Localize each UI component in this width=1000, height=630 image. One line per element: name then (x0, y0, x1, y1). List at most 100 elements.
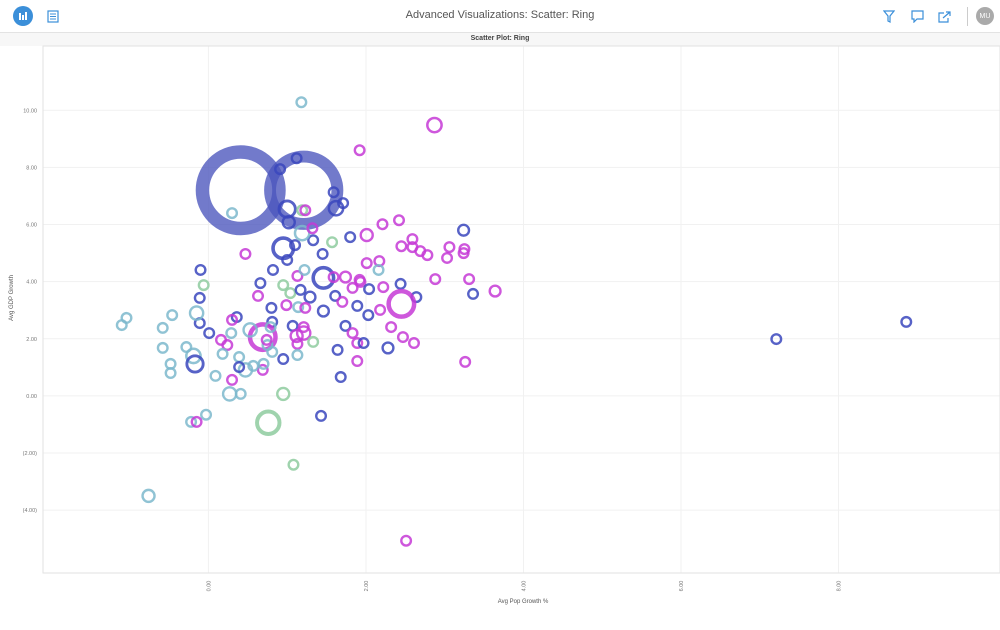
data-point[interactable] (394, 277, 407, 290)
data-point[interactable] (234, 387, 247, 400)
data-point[interactable] (336, 295, 349, 308)
data-point[interactable] (488, 284, 502, 298)
data-point[interactable] (344, 231, 357, 244)
data-point[interactable] (359, 227, 374, 243)
data-point[interactable] (306, 222, 319, 235)
data-point[interactable] (257, 357, 270, 370)
data-point[interactable] (277, 353, 290, 366)
data-point[interactable] (339, 319, 352, 332)
data-point[interactable] (326, 236, 339, 249)
data-point[interactable] (190, 415, 203, 428)
data-point[interactable] (287, 458, 300, 471)
data-point[interactable] (277, 279, 290, 292)
data-point[interactable] (298, 263, 311, 276)
data-point[interactable] (327, 186, 340, 199)
data-point[interactable] (193, 291, 206, 304)
data-point[interactable] (299, 301, 312, 314)
list-icon[interactable] (44, 7, 62, 25)
data-point[interactable] (290, 152, 303, 165)
data-point[interactable] (281, 215, 296, 230)
data-point[interactable] (406, 233, 419, 246)
data-point[interactable] (353, 144, 366, 157)
data-point[interactable] (197, 279, 210, 292)
data-point[interactable] (443, 241, 456, 254)
data-point[interactable] (200, 408, 213, 421)
data-point[interactable] (266, 263, 279, 276)
data-point[interactable] (233, 361, 246, 374)
data-point[interactable] (185, 347, 202, 365)
data-point[interactable] (770, 333, 783, 346)
data-point[interactable] (276, 386, 291, 402)
data-point[interactable] (396, 331, 409, 344)
data-point[interactable] (376, 218, 389, 231)
data-point[interactable] (457, 247, 470, 260)
data-point[interactable] (141, 488, 156, 504)
data-point[interactable] (357, 337, 370, 350)
data-point[interactable] (284, 287, 297, 300)
data-point[interactable] (156, 341, 169, 354)
data-point[interactable] (291, 349, 304, 362)
data-point[interactable] (292, 301, 305, 314)
data-point[interactable] (467, 287, 480, 300)
data-point[interactable] (221, 339, 234, 352)
data-point[interactable] (281, 253, 294, 266)
chart-icon[interactable] (13, 6, 33, 26)
data-point[interactable] (334, 371, 347, 384)
data-point[interactable] (295, 325, 312, 341)
data-point[interactable] (164, 367, 177, 380)
data-point[interactable] (226, 313, 239, 326)
data-point[interactable] (185, 354, 205, 374)
data-point[interactable] (225, 327, 238, 340)
data-point[interactable] (421, 249, 434, 262)
data-point[interactable] (377, 281, 390, 294)
data-point[interactable] (374, 303, 387, 316)
data-point[interactable] (120, 311, 133, 324)
data-point[interactable] (295, 96, 308, 109)
data-point[interactable] (226, 373, 239, 386)
data-point[interactable] (316, 247, 329, 260)
data-point[interactable] (226, 207, 239, 220)
data-point[interactable] (311, 265, 336, 290)
data-point[interactable] (294, 283, 307, 296)
data-point[interactable] (429, 273, 442, 286)
data-point[interactable] (307, 234, 320, 247)
data-point[interactable] (256, 363, 269, 376)
data-point[interactable] (360, 257, 373, 270)
data-point[interactable] (260, 333, 273, 346)
data-point[interactable] (166, 309, 179, 322)
data-point[interactable] (254, 277, 267, 290)
data-point[interactable] (393, 214, 406, 227)
data-point[interactable] (307, 335, 320, 348)
data-point[interactable] (274, 163, 287, 176)
data-point[interactable] (338, 270, 353, 284)
data-point[interactable] (331, 343, 344, 356)
data-point[interactable] (329, 289, 342, 302)
data-point[interactable] (354, 275, 367, 288)
data-point[interactable] (247, 359, 260, 372)
data-point[interactable] (221, 386, 238, 402)
data-point[interactable] (185, 415, 198, 428)
data-point[interactable] (395, 240, 408, 253)
data-point[interactable] (289, 239, 302, 252)
data-point[interactable] (316, 304, 331, 318)
data-point[interactable] (457, 223, 471, 237)
data-point[interactable] (363, 283, 376, 296)
share-icon[interactable] (936, 7, 954, 25)
data-point[interactable] (351, 355, 364, 368)
data-point[interactable] (463, 273, 476, 286)
data-point[interactable] (264, 321, 277, 334)
data-point[interactable] (209, 369, 222, 382)
filter-icon[interactable] (880, 7, 898, 25)
data-point[interactable] (156, 321, 169, 334)
data-point[interactable] (291, 269, 304, 282)
data-point[interactable] (351, 299, 364, 312)
data-point[interactable] (327, 271, 340, 284)
data-point[interactable] (351, 337, 364, 350)
data-point[interactable] (426, 116, 443, 134)
data-point[interactable] (303, 290, 317, 304)
data-point[interactable] (299, 204, 312, 217)
data-point[interactable] (195, 145, 286, 236)
data-point[interactable] (441, 251, 454, 264)
data-point[interactable] (386, 288, 417, 319)
data-point[interactable] (362, 309, 375, 322)
